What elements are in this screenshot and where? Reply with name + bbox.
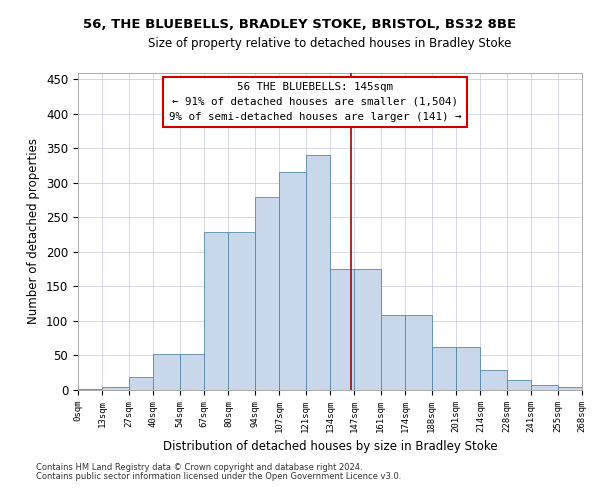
Bar bbox=[279, 172, 305, 390]
Bar bbox=[255, 196, 279, 390]
Bar bbox=[129, 377, 153, 390]
Text: 56 THE BLUEBELLS: 145sqm
← 91% of detached houses are smaller (1,504)
9% of semi: 56 THE BLUEBELLS: 145sqm ← 91% of detach… bbox=[169, 82, 461, 122]
Bar bbox=[557, 386, 582, 390]
Bar bbox=[229, 232, 255, 390]
Bar bbox=[179, 354, 204, 390]
Bar bbox=[582, 388, 600, 390]
Bar bbox=[355, 269, 381, 390]
Bar bbox=[405, 315, 431, 390]
Bar bbox=[381, 315, 405, 390]
Bar bbox=[103, 386, 129, 390]
Text: Contains HM Land Registry data © Crown copyright and database right 2024.: Contains HM Land Registry data © Crown c… bbox=[36, 464, 362, 472]
Bar bbox=[507, 380, 531, 390]
Title: Size of property relative to detached houses in Bradley Stoke: Size of property relative to detached ho… bbox=[148, 38, 512, 51]
Text: Contains public sector information licensed under the Open Government Licence v3: Contains public sector information licen… bbox=[36, 472, 401, 481]
Bar bbox=[330, 269, 355, 390]
Bar bbox=[431, 347, 456, 390]
Bar bbox=[153, 354, 179, 390]
X-axis label: Distribution of detached houses by size in Bradley Stoke: Distribution of detached houses by size … bbox=[163, 440, 497, 454]
Bar bbox=[78, 388, 103, 390]
Bar bbox=[531, 385, 557, 390]
Y-axis label: Number of detached properties: Number of detached properties bbox=[28, 138, 40, 324]
Text: 56, THE BLUEBELLS, BRADLEY STOKE, BRISTOL, BS32 8BE: 56, THE BLUEBELLS, BRADLEY STOKE, BRISTO… bbox=[83, 18, 517, 30]
Bar bbox=[305, 154, 330, 390]
Bar bbox=[204, 232, 229, 390]
Bar bbox=[481, 370, 507, 390]
Bar bbox=[456, 347, 481, 390]
